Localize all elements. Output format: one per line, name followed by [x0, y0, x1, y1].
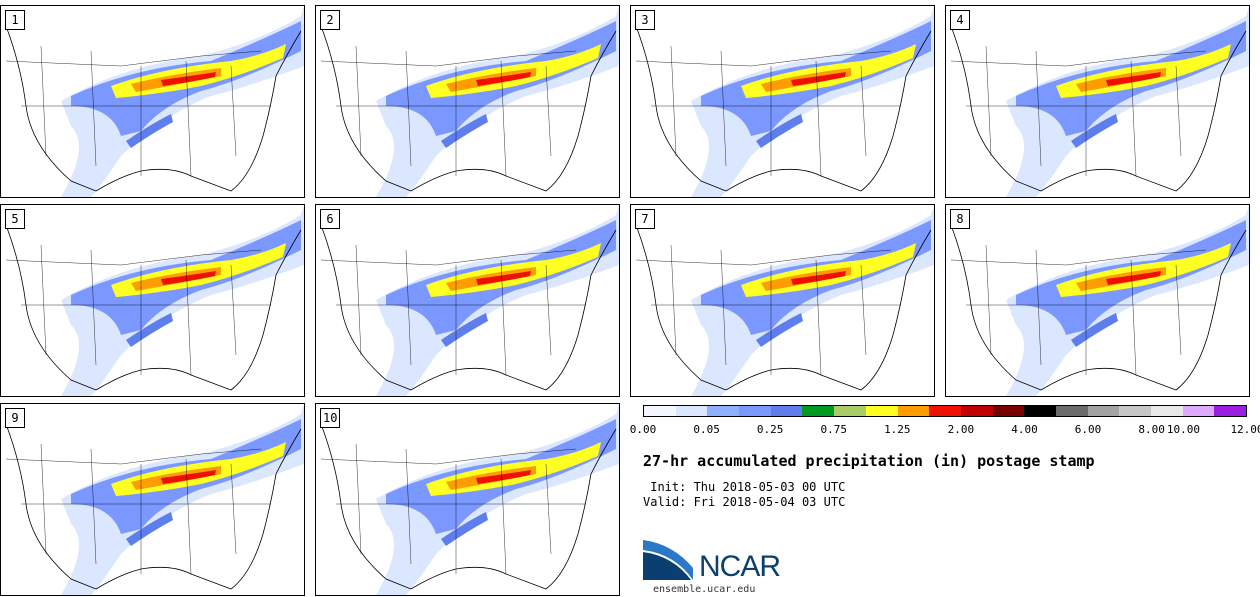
- map-panel-7: 7: [630, 204, 935, 397]
- colorbar-tick-label: 0.25: [756, 423, 784, 436]
- colorbar-tick-label: 10.00: [1166, 423, 1200, 436]
- init-time: Init: Thu 2018-05-03 00 UTC: [643, 480, 846, 494]
- map-title: 27-hr accumulated precipitation (in) pos…: [643, 452, 1095, 470]
- colorbar-ticks: 0.00 0.05 0.25 0.75 1.25 2.00 4.00 6.00 8.00 10.0…: [630, 423, 1260, 439]
- panel-number: 6: [320, 209, 340, 229]
- colorbar-swatch: [1214, 406, 1247, 416]
- colorbar-swatch: [770, 406, 803, 416]
- colorbar-swatch: [1182, 406, 1215, 416]
- ncar-swoosh-icon: [643, 540, 693, 580]
- colorbar-tick-label: 6.00: [1074, 423, 1102, 436]
- precip-map: [5, 205, 304, 396]
- colorbar-tick-label: 0.00: [629, 423, 657, 436]
- map-panel-10: 10: [315, 403, 620, 596]
- map-panel-9: 9: [0, 403, 305, 596]
- colorbar-swatch: [675, 406, 708, 416]
- panel-number: 1: [5, 10, 25, 30]
- precip-map: [320, 205, 619, 396]
- colorbar-swatch: [707, 406, 740, 416]
- logo-url: ensemble.ucar.edu: [653, 584, 756, 595]
- colorbar-tick-label: 1.25: [884, 423, 911, 436]
- precip-legend: 0.00 0.05 0.25 0.75 1.25 2.00 4.00 6.00 8.00 10.0…: [630, 405, 1260, 439]
- map-panel-1: 1: [0, 5, 305, 198]
- map-panel-5: 5: [0, 204, 305, 397]
- map-panel-2: 2: [315, 5, 620, 198]
- precip-map: [635, 6, 934, 197]
- precip-map: [5, 6, 304, 197]
- colorbar-swatch: [1087, 406, 1120, 416]
- ncar-wordmark: NCAR: [699, 550, 781, 583]
- colorbar-swatch: [802, 406, 835, 416]
- panel-number: 5: [5, 209, 25, 229]
- panel-number: 8: [950, 209, 970, 229]
- precip-map: [635, 205, 934, 396]
- colorbar-swatch: [897, 406, 930, 416]
- panel-number: 4: [950, 10, 970, 30]
- ncar-logo: NCAR ensemble.ucar.edu: [643, 540, 803, 596]
- map-panel-3: 3: [630, 5, 935, 198]
- map-panel-6: 6: [315, 204, 620, 397]
- panel-number: 7: [635, 209, 655, 229]
- panel-number: 10: [320, 408, 341, 428]
- colorbar-swatch: [1151, 406, 1183, 416]
- colorbar-swatch: [834, 406, 866, 416]
- map-panel-8: 8: [945, 204, 1250, 397]
- panel-number: 2: [320, 10, 340, 30]
- valid-time: Valid: Fri 2018-05-04 03 UTC: [643, 495, 846, 509]
- colorbar-swatch: [1055, 406, 1088, 416]
- colorbar-swatch: [865, 406, 898, 416]
- colorbar-tick-label: 0.05: [693, 423, 720, 436]
- colorbar-swatch: [644, 406, 676, 416]
- colorbar-tick-label: 8.00: [1138, 423, 1165, 436]
- colorbar-tick-label: 12.00: [1230, 423, 1260, 436]
- colorbar-tick-label: 2.00: [947, 423, 975, 436]
- map-panel-4: 4: [945, 5, 1250, 198]
- panel-number: 9: [5, 408, 25, 428]
- panel-number: 3: [635, 10, 655, 30]
- colorbar: [643, 405, 1247, 417]
- precip-map: [950, 205, 1249, 396]
- precip-map: [950, 6, 1249, 197]
- precip-map: [320, 6, 619, 197]
- colorbar-tick-label: 4.00: [1011, 423, 1038, 436]
- colorbar-swatch: [1024, 406, 1056, 416]
- colorbar-swatch: [992, 406, 1025, 416]
- colorbar-swatch: [960, 406, 993, 416]
- colorbar-tick-label: 0.75: [820, 423, 847, 436]
- colorbar-swatch: [1119, 406, 1151, 416]
- colorbar-swatch: [739, 406, 771, 416]
- colorbar-swatch: [929, 406, 961, 416]
- precip-map: [5, 404, 304, 595]
- precip-map: [320, 404, 619, 595]
